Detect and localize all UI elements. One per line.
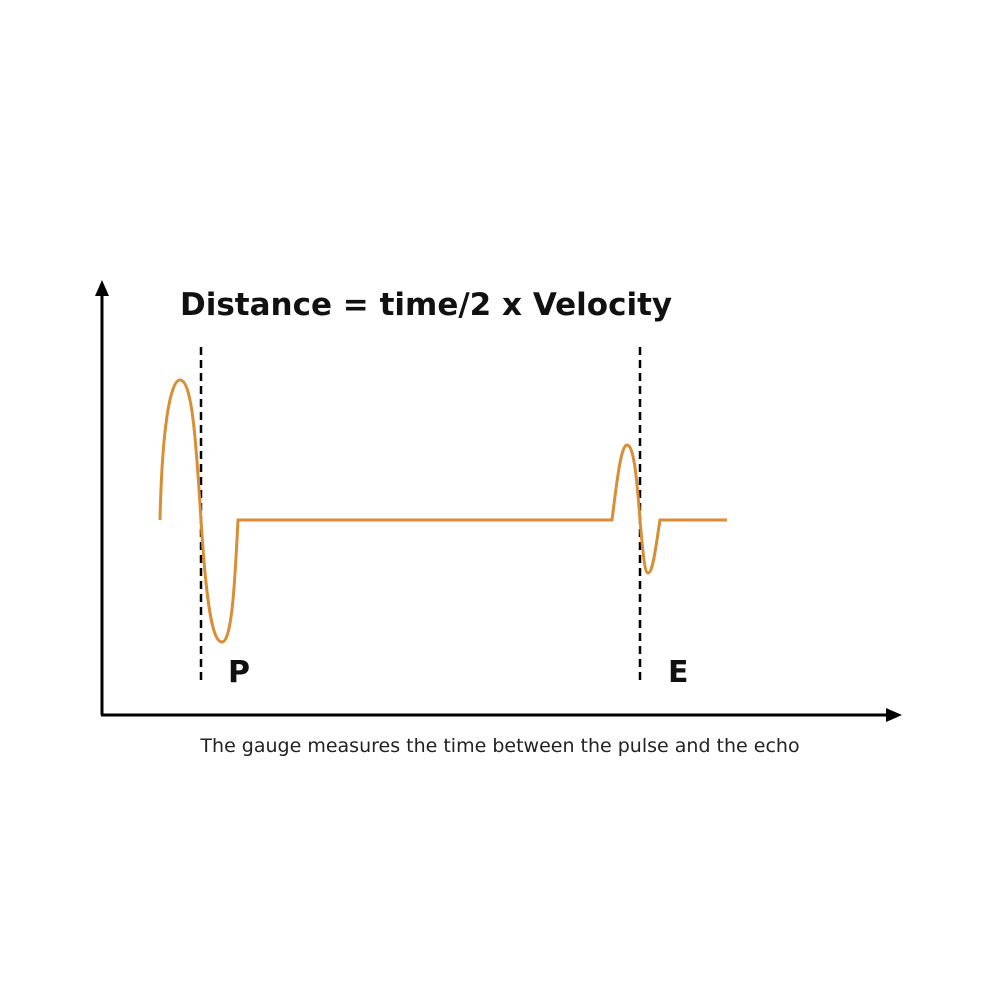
waveform (158, 378, 727, 644)
caption: The gauge measures the time between the … (199, 735, 799, 757)
y-axis-arrow (95, 280, 109, 296)
x-axis-arrow (886, 708, 902, 722)
formula-title: Distance = time/2 x Velocity (180, 287, 672, 323)
echo-label: E (668, 655, 689, 690)
pulse-label: P (228, 655, 250, 690)
